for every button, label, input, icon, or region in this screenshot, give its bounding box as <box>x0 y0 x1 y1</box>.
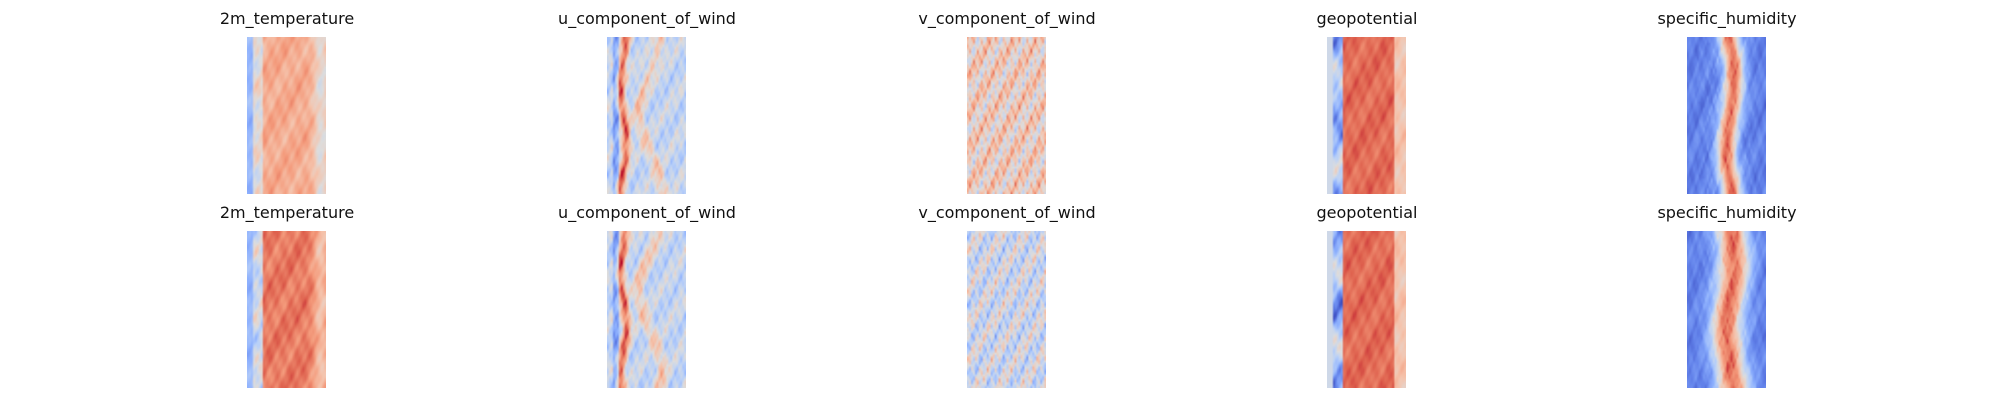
panel-specific-humidity-bottom: specific_humidity <box>1657 203 1797 388</box>
heatmap-geopotential-top <box>1327 37 1406 194</box>
panel-geopotential-top: geopotential <box>1317 9 1417 194</box>
panel-title: geopotential <box>1316 203 1418 222</box>
heatmap-u-wind-bottom <box>607 231 686 388</box>
panel-u-wind-bottom: u_component_of_wind <box>558 203 736 388</box>
heatmap-u-wind-top <box>607 37 686 194</box>
panel-title: u_component_of_wind <box>558 9 736 28</box>
panel-2m-temperature-bottom: 2m_temperature <box>220 203 354 388</box>
panel-v-wind-top: v_component_of_wind <box>918 9 1096 194</box>
heatmap-geopotential-bottom <box>1327 231 1406 388</box>
panel-v-wind-bottom: v_component_of_wind <box>918 203 1096 388</box>
panel-2m-temperature-top: 2m_temperature <box>220 9 354 194</box>
panel-title: specific_humidity <box>1657 9 1797 28</box>
heatmap-v-wind-bottom <box>967 231 1046 388</box>
panel-title: geopotential <box>1316 9 1418 28</box>
panel-title: 2m_temperature <box>219 9 355 28</box>
panel-title: v_component_of_wind <box>918 9 1096 28</box>
heatmap-2m-temperature-bottom <box>247 231 326 388</box>
heatmap-specific-humidity-bottom <box>1687 231 1766 388</box>
panel-title: specific_humidity <box>1657 203 1797 222</box>
panel-title: u_component_of_wind <box>558 203 736 222</box>
panel-u-wind-top: u_component_of_wind <box>558 9 736 194</box>
panel-geopotential-bottom: geopotential <box>1317 203 1417 388</box>
heatmap-2m-temperature-top <box>247 37 326 194</box>
heatmap-specific-humidity-top <box>1687 37 1766 194</box>
panel-title: v_component_of_wind <box>918 203 1096 222</box>
panel-specific-humidity-top: specific_humidity <box>1657 9 1797 194</box>
panel-title: 2m_temperature <box>219 203 355 222</box>
heatmap-v-wind-top <box>967 37 1046 194</box>
